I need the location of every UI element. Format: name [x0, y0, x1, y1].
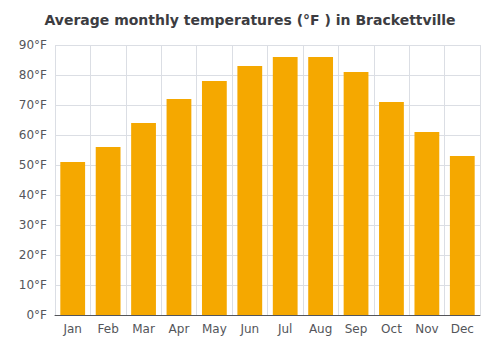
svg-text:0°F: 0°F: [26, 308, 47, 322]
svg-text:40°F: 40°F: [19, 188, 47, 202]
svg-text:Oct: Oct: [381, 322, 402, 336]
svg-text:90°F: 90°F: [19, 38, 47, 52]
svg-text:80°F: 80°F: [19, 68, 47, 82]
svg-text:Sep: Sep: [345, 322, 368, 336]
svg-text:Jan: Jan: [62, 322, 82, 336]
svg-text:Average monthly temperatures (: Average monthly temperatures (°F ) in Br…: [44, 12, 455, 28]
svg-text:10°F: 10°F: [19, 278, 47, 292]
svg-text:Apr: Apr: [169, 322, 190, 336]
svg-text:Mar: Mar: [132, 322, 155, 336]
svg-text:30°F: 30°F: [19, 218, 47, 232]
svg-text:60°F: 60°F: [19, 128, 47, 142]
svg-text:50°F: 50°F: [19, 158, 47, 172]
svg-text:Jun: Jun: [239, 322, 259, 336]
svg-text:Feb: Feb: [98, 322, 119, 336]
svg-text:20°F: 20°F: [19, 248, 47, 262]
svg-text:70°F: 70°F: [19, 98, 47, 112]
svg-text:Dec: Dec: [451, 322, 474, 336]
svg-text:Aug: Aug: [309, 322, 332, 336]
svg-text:Jul: Jul: [277, 322, 292, 336]
svg-text:May: May: [202, 322, 227, 336]
svg-text:Nov: Nov: [415, 322, 438, 336]
